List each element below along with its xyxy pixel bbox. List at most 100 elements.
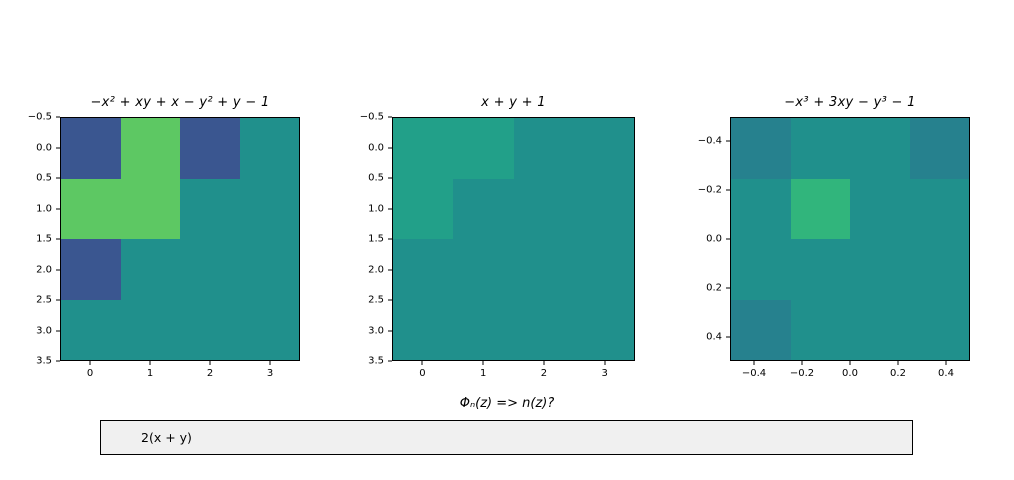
prompt-label: Φₙ(z) => n(z)? xyxy=(459,396,555,411)
plot-title: −x² + xy + x − y² + y − 1 xyxy=(90,95,270,110)
y-tick-mark xyxy=(726,189,730,191)
x-tick-mark xyxy=(421,361,423,365)
heatmap-cell xyxy=(513,299,575,360)
x-tick-label: 0 xyxy=(86,368,94,379)
heatmap-cell xyxy=(180,239,241,301)
y-tick-mark xyxy=(388,208,392,209)
heatmap-cell xyxy=(573,178,634,240)
y-tick-mark xyxy=(56,299,60,301)
x-tick-mark xyxy=(604,361,606,365)
x-tick-mark xyxy=(753,361,755,365)
y-tick-mark xyxy=(56,238,60,240)
y-tick-mark xyxy=(56,269,60,270)
heatmap-cell xyxy=(790,118,851,180)
x-tick-label: 0 xyxy=(419,368,426,379)
heatmap-cell xyxy=(239,118,299,180)
heatmap-cell xyxy=(239,299,299,360)
heatmap-cell xyxy=(909,118,969,180)
x-tick-mark xyxy=(209,361,211,365)
x-tick-label: −0.4 xyxy=(741,368,767,379)
heatmap-cell xyxy=(731,118,792,180)
x-tick-label: 2 xyxy=(540,368,548,379)
y-tick-label: 2.5 xyxy=(368,294,384,306)
y-tick-label: 1.5 xyxy=(36,233,52,245)
heatmap-cell xyxy=(790,239,851,301)
heatmap-cell xyxy=(180,178,241,240)
heatmap-cell xyxy=(393,118,455,180)
x-tick-mark xyxy=(89,361,91,365)
x-tick-mark xyxy=(149,361,151,365)
heatmap-cell xyxy=(850,239,911,301)
y-tick-label: 1.5 xyxy=(368,233,384,245)
y-tick-label: 0.0 xyxy=(706,233,722,245)
y-tick-label: 3.0 xyxy=(368,325,384,336)
x-tick-label: 3 xyxy=(266,368,274,379)
y-tick-label: −0.4 xyxy=(697,135,722,147)
y-tick-mark xyxy=(56,177,60,179)
y-tick-mark xyxy=(388,269,392,270)
y-tick-label: 0.5 xyxy=(368,172,384,184)
x-tick-mark xyxy=(543,361,545,365)
x-tick-label: 0.0 xyxy=(842,368,858,379)
heatmap-cell xyxy=(731,178,792,240)
y-tick-label: 1.0 xyxy=(368,203,384,214)
heatmap-cell xyxy=(453,239,515,301)
heatmap-cell xyxy=(180,118,241,180)
y-tick-label: 2.0 xyxy=(36,264,52,275)
y-tick-mark xyxy=(56,116,60,118)
y-tick-label: 0.0 xyxy=(36,142,52,153)
heatmap-cell xyxy=(393,239,455,301)
subplot-polynomial-2: x + y + 1 0 1 2 3 −0.5 0.0 0.5 1.0 1.5 2.0 2.5 3.0 3… xyxy=(360,95,635,379)
y-tick-label: −0.2 xyxy=(697,184,722,196)
x-tick-label: −0.2 xyxy=(789,368,815,379)
plot-title: −x³ + 3xy − y³ − 1 xyxy=(784,95,916,110)
heatmap-cell xyxy=(393,299,455,360)
heatmap-cell xyxy=(790,178,851,240)
y-tick-mark xyxy=(388,147,392,148)
x-tick-label: 0.2 xyxy=(890,368,906,379)
x-tick-mark xyxy=(945,361,947,365)
heatmap-plot-area xyxy=(60,117,300,361)
x-tick-mark xyxy=(269,361,271,365)
y-tick-label: 0.4 xyxy=(706,331,722,343)
y-tick-label: −0.5 xyxy=(27,111,52,123)
heatmap-cell xyxy=(120,178,181,240)
heatmap-cell xyxy=(573,299,634,360)
heatmap-cell xyxy=(393,178,455,240)
y-tick-label: 3.0 xyxy=(36,325,52,336)
x-tick-label: 1 xyxy=(479,368,487,379)
y-tick-mark xyxy=(56,147,60,148)
heatmap-cell xyxy=(513,239,575,301)
y-tick-label: 0.0 xyxy=(368,142,384,153)
expression-textbox[interactable]: 2(x + y) xyxy=(100,420,913,455)
heatmap-cell xyxy=(909,239,969,301)
heatmap-cell xyxy=(453,118,515,180)
y-tick-label: 0.2 xyxy=(706,282,722,294)
y-tick-label: −0.5 xyxy=(359,111,384,123)
heatmap-plot-area xyxy=(730,117,970,361)
y-tick-mark xyxy=(388,299,392,301)
heatmap-cell xyxy=(61,178,122,240)
y-tick-mark xyxy=(388,238,392,240)
y-tick-mark xyxy=(726,238,730,240)
heatmap-cell xyxy=(513,118,575,180)
heatmap-plot-area xyxy=(392,117,635,361)
subplot-polynomial-3: −x³ + 3xy − y³ − 1 −0.4 −0.2 0.0 0.2 0.4 −0.4… xyxy=(698,95,970,379)
y-tick-mark xyxy=(726,140,730,142)
x-tick-label: 3 xyxy=(601,368,608,379)
y-tick-label: 2.0 xyxy=(368,264,384,275)
heatmap-cell xyxy=(453,178,515,240)
y-tick-label: 1.0 xyxy=(36,203,52,214)
y-tick-label: 2.5 xyxy=(36,294,52,306)
heatmap-cell xyxy=(120,118,181,180)
heatmap-cell xyxy=(61,299,122,360)
x-tick-label: 1 xyxy=(146,368,154,379)
y-tick-mark xyxy=(56,208,60,209)
heatmap-cell xyxy=(120,239,181,301)
y-tick-mark xyxy=(56,360,60,362)
heatmap-cell xyxy=(731,239,792,301)
y-tick-mark xyxy=(388,177,392,179)
y-tick-mark xyxy=(388,116,392,118)
heatmap-cell xyxy=(573,239,634,301)
